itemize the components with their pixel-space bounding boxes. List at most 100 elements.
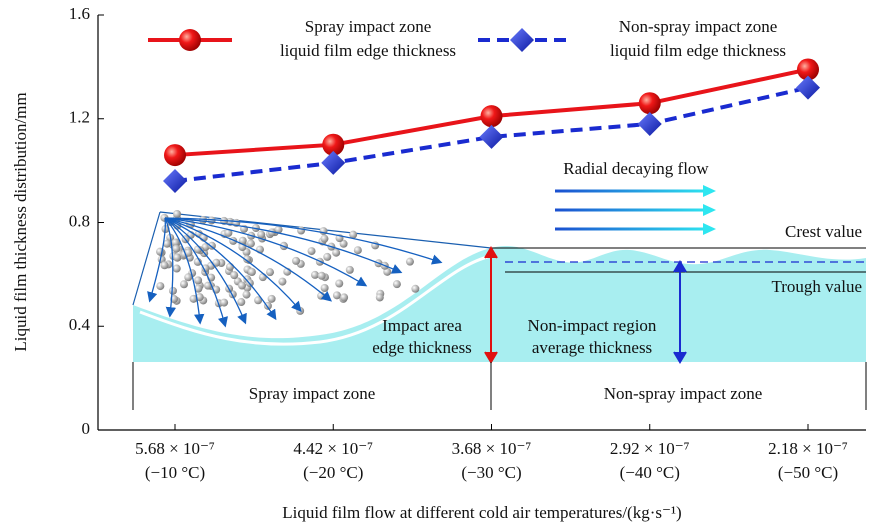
annotation: Non-spray impact zone [604, 384, 763, 403]
droplet [195, 293, 204, 302]
flow-arrow-heads [703, 185, 716, 235]
x-tick-sublabel: (−20 °C) [303, 463, 363, 482]
droplet [349, 230, 358, 239]
x-tick-label: 2.92 × 10⁻⁷ [610, 439, 690, 458]
droplet [310, 270, 319, 279]
legend-marker [179, 29, 201, 51]
droplet [320, 283, 329, 292]
annotation: Non-impact region average thickness [528, 316, 657, 357]
droplet [160, 261, 169, 270]
y-tick-label: 0 [82, 419, 91, 438]
droplet [226, 262, 235, 271]
spray-arrow [164, 217, 443, 265]
droplet [278, 277, 287, 286]
droplet [242, 290, 251, 299]
droplet [297, 226, 306, 235]
x-tick-sublabel: (−50 °C) [778, 463, 838, 482]
droplet [383, 267, 392, 276]
droplet [320, 234, 329, 243]
annotation: Radial decaying flow [563, 159, 709, 178]
x-tick-sublabel: (−10 °C) [145, 463, 205, 482]
average-arrow-heads [673, 260, 687, 364]
spray-arrow [147, 217, 166, 303]
droplet [173, 253, 182, 262]
droplet [203, 281, 212, 290]
droplet [184, 273, 193, 282]
droplet [266, 268, 275, 277]
marker [797, 58, 819, 81]
spray-arrow [164, 217, 332, 302]
droplet [199, 216, 208, 225]
x-axis-label: Liquid film flow at different cold air t… [282, 503, 681, 522]
droplet [243, 255, 252, 264]
droplet [339, 239, 348, 248]
droplet [246, 239, 255, 248]
droplet [411, 284, 420, 293]
droplet [345, 265, 354, 274]
legend-label: Non-spray impact zone liquid film edge th… [610, 17, 786, 60]
annotation: Trough value [771, 277, 862, 296]
spray-arrow [164, 217, 302, 312]
spray-arrow [164, 217, 247, 325]
droplet [194, 276, 203, 285]
droplet [184, 248, 193, 257]
droplet [237, 298, 246, 307]
droplet [296, 306, 305, 315]
x-tick-label: 3.68 × 10⁻⁷ [452, 439, 532, 458]
illustration [132, 185, 867, 410]
droplet [179, 280, 188, 289]
spray-arrow [164, 217, 403, 274]
spray-arrow [164, 217, 228, 328]
x-tick-label: 4.42 × 10⁻⁷ [293, 439, 373, 458]
series-line [174, 85, 809, 183]
droplet [173, 209, 182, 218]
droplet [332, 291, 341, 300]
y-tick-label: 1.6 [69, 4, 90, 23]
annotation: Impact area edge thickness [372, 316, 472, 357]
film-highlight [139, 254, 492, 346]
marker [796, 75, 820, 100]
marker [480, 105, 503, 128]
droplet [292, 256, 301, 265]
droplet [156, 282, 165, 291]
droplet [201, 264, 210, 273]
droplet [405, 257, 414, 266]
marker [322, 133, 345, 156]
droplet [392, 280, 401, 289]
droplet [194, 284, 203, 293]
marker [321, 150, 346, 175]
annotation: Crest value [785, 222, 862, 241]
droplet [323, 252, 332, 261]
y-axis-label: Liquid film thickness distribution/mm [11, 92, 30, 351]
droplet [353, 246, 362, 255]
x-tick-sublabel: (−30 °C) [461, 463, 521, 482]
flow-arrows [555, 189, 710, 231]
legend-marker [510, 28, 534, 52]
droplet [335, 279, 344, 288]
droplet [375, 293, 384, 302]
droplet [332, 248, 341, 257]
droplet [172, 264, 181, 273]
droplet [340, 293, 349, 302]
droplet [220, 298, 229, 307]
annotation: Spray impact zone [249, 384, 376, 403]
spray-arrow [164, 217, 277, 321]
spray-arrow [164, 217, 177, 318]
droplet [189, 294, 198, 303]
x-tick-label: 2.18 × 10⁻⁷ [768, 439, 848, 458]
y-tick-label: 0.4 [69, 315, 91, 334]
droplet [274, 225, 283, 234]
marker [637, 111, 662, 136]
droplet [267, 294, 276, 303]
marker [163, 169, 187, 193]
droplet [163, 239, 172, 248]
liquid-film [133, 245, 866, 362]
spray-arrow [164, 217, 368, 287]
droplet [171, 238, 180, 247]
spray-arrow [164, 217, 205, 325]
droplet [258, 273, 267, 282]
x-tick-sublabel: (−40 °C) [620, 463, 680, 482]
legend-label: Spray impact zone liquid film edge thickn… [280, 17, 456, 60]
marker [638, 92, 661, 115]
